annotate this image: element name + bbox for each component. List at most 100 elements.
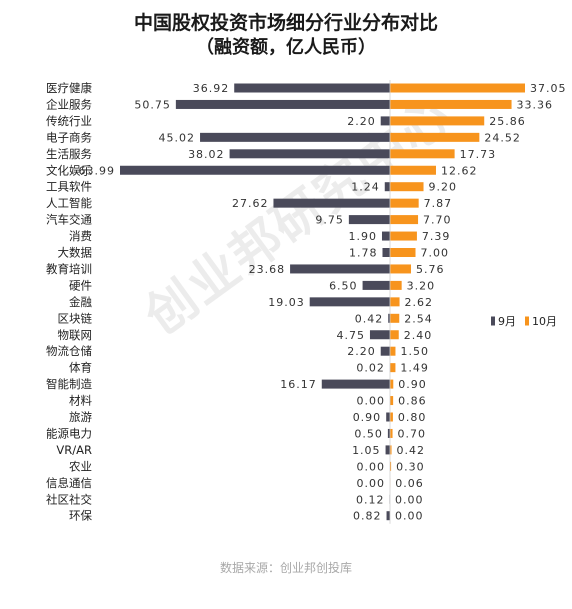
- bar-sep: [175, 99, 390, 109]
- value-label-oct: 0.80: [398, 411, 427, 424]
- value-label-oct: 0.00: [395, 493, 424, 506]
- category-label: 物流仓储: [46, 344, 92, 358]
- bar-sep: [380, 116, 390, 126]
- value-label-oct: 2.62: [405, 296, 434, 309]
- value-label-oct: 0.00: [395, 510, 424, 523]
- value-label-sep: 38.02: [188, 148, 225, 161]
- category-label: 环保: [69, 509, 92, 523]
- chart-title: 中国股权投资市场细分行业分布对比: [133, 12, 438, 34]
- category-label: 消费: [69, 229, 92, 243]
- value-label-sep: 63.99: [79, 164, 116, 177]
- value-label-oct: 37.05: [530, 82, 567, 95]
- bar-sep: [369, 330, 390, 340]
- bar-sep: [388, 313, 390, 323]
- bar-sep: [229, 149, 390, 159]
- bar-sep: [385, 445, 390, 455]
- category-label: 医疗健康: [46, 81, 92, 95]
- bar-sep: [120, 165, 390, 175]
- bar-oct: [390, 248, 416, 257]
- value-label-oct: 3.20: [407, 279, 436, 292]
- value-label-oct: 25.86: [489, 115, 525, 128]
- bar-oct: [390, 363, 396, 373]
- value-label-sep: 27.62: [232, 197, 269, 210]
- value-label-sep: 0.00: [357, 477, 386, 490]
- value-label-oct: 0.06: [395, 477, 424, 490]
- category-label: 体育: [69, 361, 92, 375]
- bar-oct: [390, 297, 400, 307]
- category-label: 教育培训: [46, 262, 92, 276]
- legend-label-sep: 9月: [498, 315, 516, 328]
- chart-subtitle: （融资额，亿人民币）: [196, 37, 376, 58]
- bar-oct: [390, 165, 436, 175]
- bar-oct: [390, 116, 485, 126]
- bar-sep: [382, 248, 390, 257]
- value-label-sep: 23.68: [249, 263, 286, 276]
- value-label-oct: 12.62: [441, 164, 478, 177]
- bar-oct: [390, 330, 399, 340]
- bar-oct: [390, 182, 424, 192]
- value-label-sep: 36.92: [193, 82, 230, 95]
- category-label: 大数据: [58, 246, 93, 260]
- value-label-oct: 33.36: [517, 98, 554, 111]
- value-label-sep: 1.05: [352, 444, 381, 457]
- category-label: 社区社交: [46, 492, 92, 506]
- value-label-sep: 0.82: [353, 510, 382, 523]
- category-label: 文化娱乐: [46, 163, 92, 177]
- value-label-oct: 7.70: [423, 214, 452, 227]
- bar-oct: [390, 132, 480, 142]
- bar-oct: [390, 264, 411, 274]
- category-label: 区块链: [58, 311, 93, 325]
- bar-sep: [273, 198, 390, 208]
- value-label-oct: 0.90: [398, 378, 427, 391]
- value-label-oct: 7.00: [421, 247, 450, 260]
- bar-oct: [390, 83, 525, 93]
- category-label: 物联网: [58, 328, 93, 342]
- bar-sep: [362, 280, 390, 290]
- bar-sep: [384, 182, 390, 192]
- value-label-sep: 2.20: [347, 115, 376, 128]
- bar-sep: [387, 428, 390, 438]
- bar-oct: [390, 198, 419, 208]
- category-label: 汽车交通: [46, 213, 92, 227]
- bar-sep: [348, 215, 390, 225]
- value-label-sep: 6.50: [329, 279, 358, 292]
- bar-oct: [390, 346, 396, 356]
- value-label-sep: 45.02: [159, 131, 196, 144]
- value-label-oct: 24.52: [484, 131, 521, 144]
- value-label-sep: 2.20: [347, 345, 376, 358]
- category-label: 电子商务: [46, 130, 92, 144]
- bar-oct: [390, 149, 455, 159]
- value-label-sep: 4.75: [336, 329, 365, 342]
- value-label-oct: 7.39: [422, 230, 451, 243]
- bar-oct: [390, 396, 394, 406]
- value-label-sep: 0.50: [354, 427, 383, 440]
- value-label-sep: 0.02: [356, 362, 385, 375]
- value-label-sep: 1.24: [351, 181, 380, 194]
- category-label: 金融: [69, 295, 92, 309]
- bar-sep: [321, 379, 390, 389]
- bar-oct: [390, 445, 392, 455]
- bar-sep: [234, 83, 390, 93]
- value-label-oct: 2.54: [404, 312, 433, 325]
- category-label: 智能制造: [46, 377, 92, 391]
- value-label-oct: 0.86: [398, 395, 427, 408]
- category-label: VR/AR: [56, 443, 92, 457]
- legend-swatch-oct: [525, 316, 529, 326]
- value-label-oct: 0.70: [398, 427, 427, 440]
- bar-oct: [390, 379, 394, 389]
- legend-swatch-sep: [491, 316, 495, 326]
- value-label-sep: 0.90: [353, 411, 382, 424]
- category-label: 人工智能: [46, 196, 92, 210]
- category-label: 硬件: [69, 278, 92, 292]
- category-label: 企业服务: [46, 97, 92, 111]
- source-note: 数据来源：创业邦创投库: [219, 561, 352, 575]
- value-label-oct: 0.30: [396, 460, 425, 473]
- bar-oct: [390, 461, 392, 471]
- bar-sep: [200, 132, 390, 142]
- category-label: 工具软件: [46, 180, 92, 194]
- value-label-sep: 1.78: [349, 247, 378, 260]
- value-label-sep: 0.00: [357, 395, 386, 408]
- value-label-oct: 1.49: [400, 362, 429, 375]
